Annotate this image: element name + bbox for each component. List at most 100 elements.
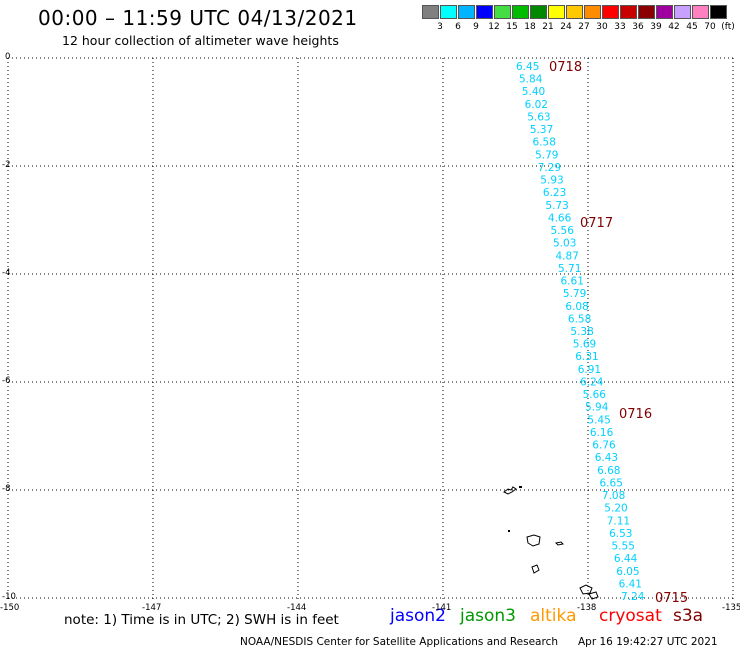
wave-height-label: 5.79 [563,288,586,300]
wave-height-label: 6.43 [595,452,618,464]
wave-height-label: 4.87 [556,250,579,262]
longitude-tick-label: -135 [722,603,740,613]
wave-height-label: 7.08 [602,490,625,502]
pass-time-label: 0717 [580,216,613,231]
legend-swatch [530,5,547,19]
legend-label: 3 [437,22,443,32]
satellite-name: s3a [673,606,704,626]
wave-height-label: 5.63 [527,112,550,124]
legend-label: 6 [455,22,461,32]
map-subtitle: 12 hour collection of altimeter wave hei… [62,33,339,48]
wave-height-label: 6.05 [616,566,639,578]
wave-height-label: 4.66 [548,212,572,224]
legend-label: 42 [668,22,680,32]
graticule [7,57,734,600]
satellite-name: cryosat [599,606,662,626]
longitude-tick-label: -141 [432,603,452,613]
units-note: note: 1) Time is in UTC; 2) SWH is in fe… [64,612,339,628]
legend-label: 24 [560,22,572,32]
wave-height-label: 5.45 [587,414,610,426]
pass-time-label: 0718 [549,60,582,75]
wave-height-label: 6.68 [597,465,620,477]
wave-height-label: 7.11 [607,515,630,527]
longitude-tick-label: -147 [142,603,162,613]
legend-label: 70 [704,22,716,32]
longitude-tick-label: -144 [287,603,307,613]
wave-height-label: 7.24 [621,591,645,603]
wave-height-label: 6.08 [565,301,588,313]
legend-label: 27 [578,22,590,32]
wave-height-label: 6.53 [609,528,632,540]
wave-height-label: 5.79 [535,149,558,161]
legend-label: 45 [686,22,698,32]
map-title: 00:00 – 11:59 UTC 04/13/2021 [38,6,358,30]
legend-label: 15 [506,22,518,32]
latitude-tick-label: -10 [2,592,16,602]
pass-time-label: 0715 [655,591,688,606]
wave-height-label: 6.76 [592,440,616,452]
latitude-tick-label: -4 [2,268,11,278]
wave-height-label: 5.69 [573,339,596,351]
wave-height-label: 6.02 [525,99,548,111]
legend-swatch [638,5,655,19]
wave-height-label: 6.58 [533,137,556,149]
satellite-name: altika [530,606,577,626]
wave-height-label: 7.29 [538,162,561,174]
wave-height-label: 6.31 [575,351,598,363]
longitude-tick-label: -138 [577,603,597,613]
wave-height-label: 6.41 [619,578,642,590]
wave-height-label: 5.20 [604,503,627,515]
wave-height-label: 5.71 [558,263,581,275]
generation-timestamp: Apr 16 19:42:27 UTC 2021 [578,636,718,648]
latitude-tick-label: -6 [2,376,11,386]
legend-swatch [656,5,673,19]
island-outline [588,591,599,600]
wave-height-label: 5.66 [583,389,607,401]
legend-label: 21 [542,22,554,32]
island-outlines [503,486,599,600]
wave-height-label: 6.45 [516,61,539,73]
legend-label: 18 [524,22,536,32]
legend-swatch [476,5,493,19]
legend-swatch [566,5,583,19]
wave-height-label: 5.37 [530,124,553,136]
pass-time-label: 0716 [619,407,652,422]
island-outline [531,564,540,574]
legend-label: (ft) [721,22,735,32]
wave-height-label: 5.56 [551,225,575,237]
wave-height-label: 5.03 [553,238,576,250]
time-labels: 0718 0717 0716 0715 [549,60,688,606]
island-outline [579,584,593,595]
wave-height-label: 5.38 [570,326,593,338]
latitude-tick-label: -2 [2,160,11,170]
wave-height-label: 5.73 [545,200,568,212]
island-outline [508,530,510,532]
legend-label: 30 [596,22,608,32]
wave-height-label: 5.94 [585,402,609,414]
legend-label: 9 [473,22,479,32]
island-outline [503,486,517,495]
island-outline [519,486,522,488]
legend-swatch [674,5,691,19]
wave-height-label: 6.24 [580,377,604,389]
wave-height-label: 5.84 [519,74,543,86]
wave-height-label: 5.40 [522,86,545,98]
legend-swatch [620,5,637,19]
legend-swatch [584,5,601,19]
satellite-name: jason2 [390,606,446,626]
latitude-tick-label: 0 [5,52,11,62]
legend-swatch [512,5,529,19]
longitude-tick-label: -150 [0,603,20,613]
legend-swatch [692,5,709,19]
altimeter-track: 6.455.845.406.025.635.376.585.797.295.93… [516,61,645,603]
latitude-tick-label: -8 [2,484,11,494]
legend-swatch [548,5,565,19]
island-outline [554,541,565,546]
wave-height-label: 6.44 [614,553,638,565]
island-outline [526,534,541,547]
legend-swatch [422,5,439,19]
legend-label: 33 [614,22,626,32]
legend-label: 39 [650,22,662,32]
legend-swatch [458,5,475,19]
